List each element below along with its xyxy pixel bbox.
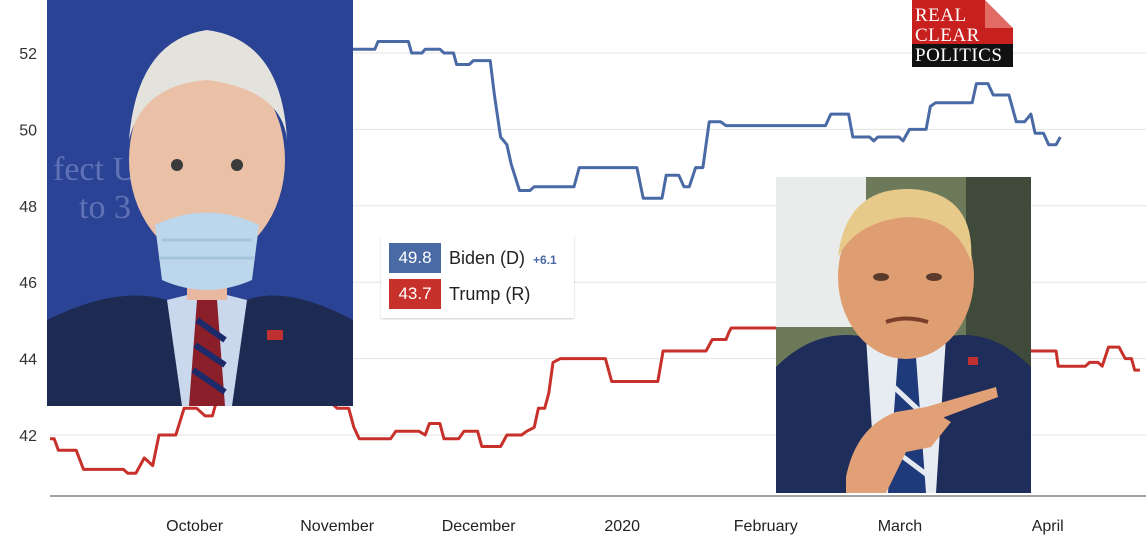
y-tick-label: 52	[19, 46, 37, 63]
x-tick-label: March	[878, 518, 922, 535]
y-tick-label: 44	[19, 352, 37, 369]
x-tick-label: November	[300, 518, 374, 535]
series-line-trump	[50, 326, 1140, 475]
svg-text:fect U: fect U	[53, 151, 137, 188]
biden-label: Biden (D)	[449, 247, 526, 268]
trump-label: Trump (R)	[449, 283, 531, 304]
legend: 49.8 Biden (D) +6.1 43.7 Trump (R)	[381, 236, 574, 318]
x-tick-label: December	[442, 518, 516, 535]
series-line-biden	[329, 40, 1062, 200]
y-tick-label: 46	[19, 275, 37, 292]
legend-item-trump: 43.7 Trump (R)	[389, 279, 530, 309]
svg-text:to 3: to 3	[79, 189, 131, 226]
y-tick-label: 42	[19, 428, 37, 445]
x-tick-label: February	[734, 518, 798, 535]
trump-photo	[776, 177, 1031, 493]
legend-item-biden: 49.8 Biden (D) +6.1	[389, 243, 557, 273]
x-axis-ticks: October November December 2020 February March…	[166, 518, 1064, 535]
realclearpolitics-logo: REAL CLEAR POLITICS	[912, 0, 1013, 67]
y-tick-label: 50	[19, 122, 37, 139]
x-tick-label: October	[166, 518, 224, 535]
y-axis-ticks: 42 44 46 48 50 52	[19, 46, 37, 445]
biden-spread: +6.1	[533, 252, 557, 267]
biden-photo: fect U to 3	[47, 0, 353, 406]
x-tick-label: 2020	[604, 518, 640, 535]
series-lines	[50, 40, 1140, 475]
biden-value: 49.8	[389, 243, 441, 273]
x-tick-label: April	[1032, 518, 1064, 535]
trump-value: 43.7	[389, 279, 441, 309]
y-tick-label: 48	[19, 199, 37, 216]
